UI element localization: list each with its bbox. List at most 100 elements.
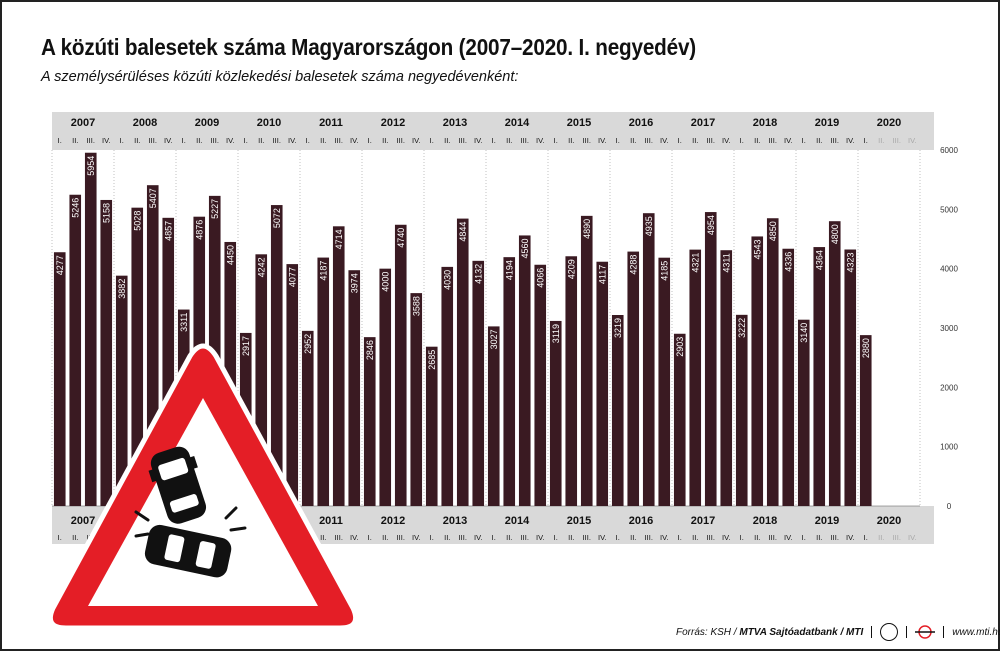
bar (348, 270, 361, 506)
footer-divider (871, 626, 873, 638)
quarter-label: IV. (350, 136, 358, 145)
bar-value-label: 4311 (721, 253, 731, 272)
y-axis: 0 1000 2000 3000 4000 5000 6000 (940, 146, 958, 511)
quarter-label: IV. (350, 533, 358, 542)
quarter-label: III. (211, 136, 219, 145)
quarter-label: I. (430, 533, 434, 542)
quarter-label: III. (149, 136, 157, 145)
bar-value-label: 4242 (256, 257, 266, 277)
quarter-label: I. (678, 136, 682, 145)
bar-value-label: 4000 (380, 272, 390, 292)
year-label: 2020 (877, 515, 901, 527)
bar-value-label: 2917 (241, 336, 251, 356)
quarter-label: III. (831, 136, 839, 145)
year-label: 2018 (753, 515, 777, 527)
bar (410, 293, 423, 506)
bar-value-label: 4450 (225, 245, 235, 265)
quarter-label: II. (568, 533, 574, 542)
bar (596, 261, 609, 506)
quarter-label: I. (554, 533, 558, 542)
bar-value-label: 4800 (830, 224, 840, 244)
bar (813, 247, 826, 506)
quarter-label: IV. (660, 533, 668, 542)
bar-value-label: 4364 (814, 250, 824, 270)
source-label: Forrás: KSH / (676, 626, 737, 638)
bar-series: 4277 5246 5954 5158 3882 5028 5407 4857 3311 4876… (53, 152, 872, 507)
quarter-label: I. (368, 136, 372, 145)
year-label: 2017 (691, 515, 715, 527)
bar (115, 275, 128, 506)
bar (503, 257, 516, 506)
quarter-label: III. (645, 136, 653, 145)
bar-value-label: 3311 (179, 313, 189, 332)
quarter-label: IV. (846, 533, 854, 542)
quarter-label: II. (196, 136, 202, 145)
quarter-label: II. (878, 136, 884, 145)
quarter-label: I. (678, 533, 682, 542)
bar-value-label: 4954 (706, 215, 716, 235)
bar (704, 212, 717, 506)
bar-value-label: 2952 (303, 334, 313, 354)
bar (658, 257, 671, 506)
bar-value-label: 4740 (396, 228, 406, 248)
quarter-label: I. (120, 136, 124, 145)
quarter-label: IV. (288, 136, 296, 145)
bar-value-label: 4117 (597, 265, 607, 284)
bar (611, 315, 624, 506)
quarter-label: II. (506, 533, 512, 542)
quarter-label: IV. (474, 136, 482, 145)
bar-value-label: 4209 (566, 259, 576, 279)
bar-value-label: 4336 (783, 252, 793, 272)
bar (534, 264, 547, 506)
quarter-label: I. (430, 136, 434, 145)
website-link[interactable]: www.mti.hu (952, 626, 1000, 638)
y-tick-label: 2000 (940, 383, 958, 392)
quarter-label: IV. (412, 533, 420, 542)
y-tick-label: 3000 (940, 324, 958, 333)
bar-value-label: 3882 (117, 279, 127, 299)
bar-value-label: 4030 (442, 270, 452, 290)
bar (487, 326, 500, 506)
quarter-label: I. (802, 533, 806, 542)
quarter-label: III. (87, 136, 95, 145)
year-label: 2020 (877, 117, 901, 129)
quarter-label: III. (583, 136, 591, 145)
mti-logo-icon (915, 625, 936, 639)
bar-value-label: 4935 (644, 216, 654, 236)
quarter-label: III. (893, 136, 901, 145)
bar-value-label: 5158 (101, 203, 111, 223)
bar-value-label: 3222 (737, 318, 747, 338)
quarter-label: II. (444, 533, 450, 542)
quarter-label: IV. (846, 136, 854, 145)
bar (580, 215, 593, 507)
bar (456, 218, 469, 506)
bar (472, 260, 485, 506)
quarter-label: II. (816, 136, 822, 145)
bar-value-label: 4323 (845, 253, 855, 273)
bar (766, 218, 779, 506)
quarter-label: II. (444, 136, 450, 145)
year-label: 2014 (505, 515, 530, 527)
year-label: 2007 (71, 515, 95, 527)
quarter-label: I. (864, 533, 868, 542)
year-label: 2017 (691, 117, 715, 129)
bar-value-label: 5227 (210, 199, 220, 219)
bar-value-label: 3140 (799, 323, 809, 343)
quarter-label: IV. (226, 136, 234, 145)
quarter-label: I. (58, 533, 62, 542)
quarter-label: III. (273, 136, 281, 145)
quarter-label: I. (244, 136, 248, 145)
bar-value-label: 5246 (70, 198, 80, 218)
quarter-label: II. (72, 136, 78, 145)
top-axis-band (52, 112, 934, 150)
year-label: 2013 (443, 515, 467, 527)
crash-cars-icon (134, 446, 247, 578)
chart-title: A közúti balesetek száma Magyarországon … (41, 34, 697, 60)
year-label: 2013 (443, 117, 467, 129)
quarter-label: III. (769, 533, 777, 542)
bar-value-label: 4066 (535, 268, 545, 288)
quarter-label: II. (754, 136, 760, 145)
quarter-label: I. (492, 136, 496, 145)
top-axis-labels: 2007 I. II. III. IV. 2008 I. II. III. IV. 2009 I. II… (58, 117, 917, 145)
